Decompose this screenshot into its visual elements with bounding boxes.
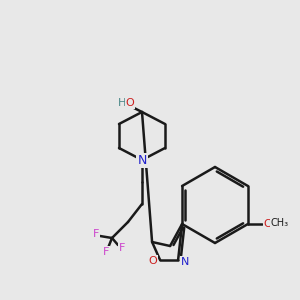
- Text: N: N: [181, 257, 189, 267]
- Text: F: F: [103, 247, 109, 257]
- Text: O: O: [149, 256, 158, 266]
- Text: N: N: [137, 154, 147, 166]
- Text: F: F: [119, 243, 125, 253]
- Text: CH₃: CH₃: [271, 218, 289, 228]
- Text: O: O: [263, 219, 272, 229]
- Text: O: O: [126, 98, 134, 108]
- Text: H: H: [118, 98, 126, 108]
- Text: F: F: [93, 229, 99, 239]
